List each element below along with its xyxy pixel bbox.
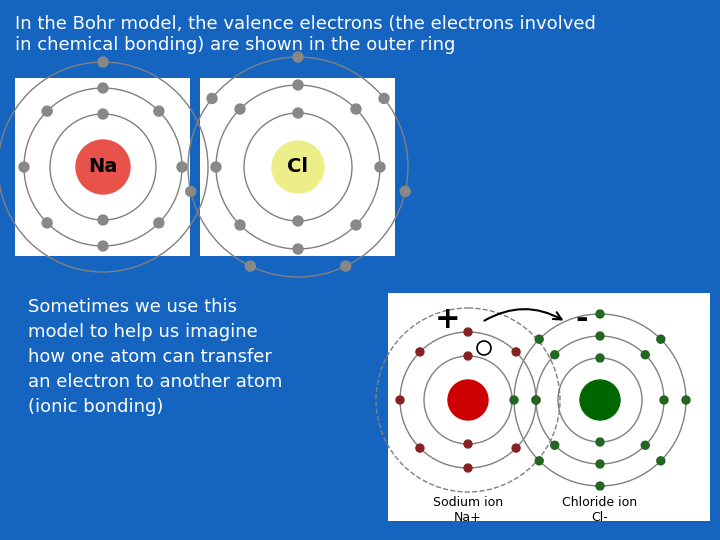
FancyArrowPatch shape — [485, 309, 562, 321]
Circle shape — [535, 457, 543, 465]
Circle shape — [512, 348, 520, 356]
Circle shape — [512, 444, 520, 452]
Circle shape — [186, 186, 196, 197]
Circle shape — [154, 218, 164, 228]
Circle shape — [19, 162, 29, 172]
Circle shape — [293, 216, 303, 226]
Circle shape — [211, 162, 221, 172]
Circle shape — [246, 261, 256, 271]
Circle shape — [272, 141, 324, 193]
Circle shape — [98, 57, 108, 67]
Circle shape — [596, 310, 604, 318]
Circle shape — [596, 460, 604, 468]
Circle shape — [235, 104, 245, 114]
Text: Na: Na — [89, 158, 117, 177]
Text: Chloride ion
Cl-: Chloride ion Cl- — [562, 496, 638, 524]
Bar — [15, 78, 190, 256]
Text: Cl: Cl — [287, 158, 308, 177]
Circle shape — [293, 80, 303, 90]
Circle shape — [657, 457, 665, 465]
Circle shape — [416, 444, 424, 452]
Circle shape — [98, 83, 108, 93]
Text: Sodium ion
Na+: Sodium ion Na+ — [433, 496, 503, 524]
Circle shape — [400, 186, 410, 197]
Circle shape — [660, 396, 668, 404]
Circle shape — [464, 352, 472, 360]
Circle shape — [98, 241, 108, 251]
Circle shape — [341, 261, 351, 271]
Circle shape — [98, 215, 108, 225]
Circle shape — [42, 106, 52, 116]
Circle shape — [464, 440, 472, 448]
Circle shape — [351, 220, 361, 230]
Circle shape — [207, 93, 217, 104]
Circle shape — [535, 335, 543, 343]
Circle shape — [154, 106, 164, 116]
Circle shape — [657, 335, 665, 343]
Circle shape — [351, 104, 361, 114]
Circle shape — [293, 52, 303, 62]
Circle shape — [293, 244, 303, 254]
Text: In the Bohr model, the valence electrons (the electrons involved
in chemical bon: In the Bohr model, the valence electrons… — [15, 15, 596, 54]
Circle shape — [396, 396, 404, 404]
Circle shape — [596, 438, 604, 446]
Circle shape — [551, 351, 559, 359]
Circle shape — [464, 328, 472, 336]
Circle shape — [42, 218, 52, 228]
Circle shape — [293, 108, 303, 118]
Circle shape — [596, 482, 604, 490]
Text: -: - — [576, 305, 588, 334]
Circle shape — [375, 162, 385, 172]
Circle shape — [177, 162, 187, 172]
Circle shape — [682, 396, 690, 404]
Circle shape — [98, 109, 108, 119]
Circle shape — [76, 140, 130, 194]
Circle shape — [580, 380, 620, 420]
Bar — [200, 78, 395, 256]
Circle shape — [379, 93, 389, 104]
Circle shape — [532, 396, 540, 404]
Bar — [388, 293, 710, 521]
Circle shape — [464, 464, 472, 472]
Circle shape — [642, 441, 649, 449]
Text: Sometimes we use this
model to help us imagine
how one atom can transfer
an elec: Sometimes we use this model to help us i… — [28, 298, 282, 416]
Circle shape — [642, 351, 649, 359]
Circle shape — [416, 348, 424, 356]
Circle shape — [235, 220, 245, 230]
Circle shape — [532, 396, 540, 404]
Circle shape — [551, 441, 559, 449]
Circle shape — [596, 332, 604, 340]
Circle shape — [596, 354, 604, 362]
Circle shape — [448, 380, 488, 420]
Text: +: + — [435, 305, 461, 334]
Circle shape — [510, 396, 518, 404]
